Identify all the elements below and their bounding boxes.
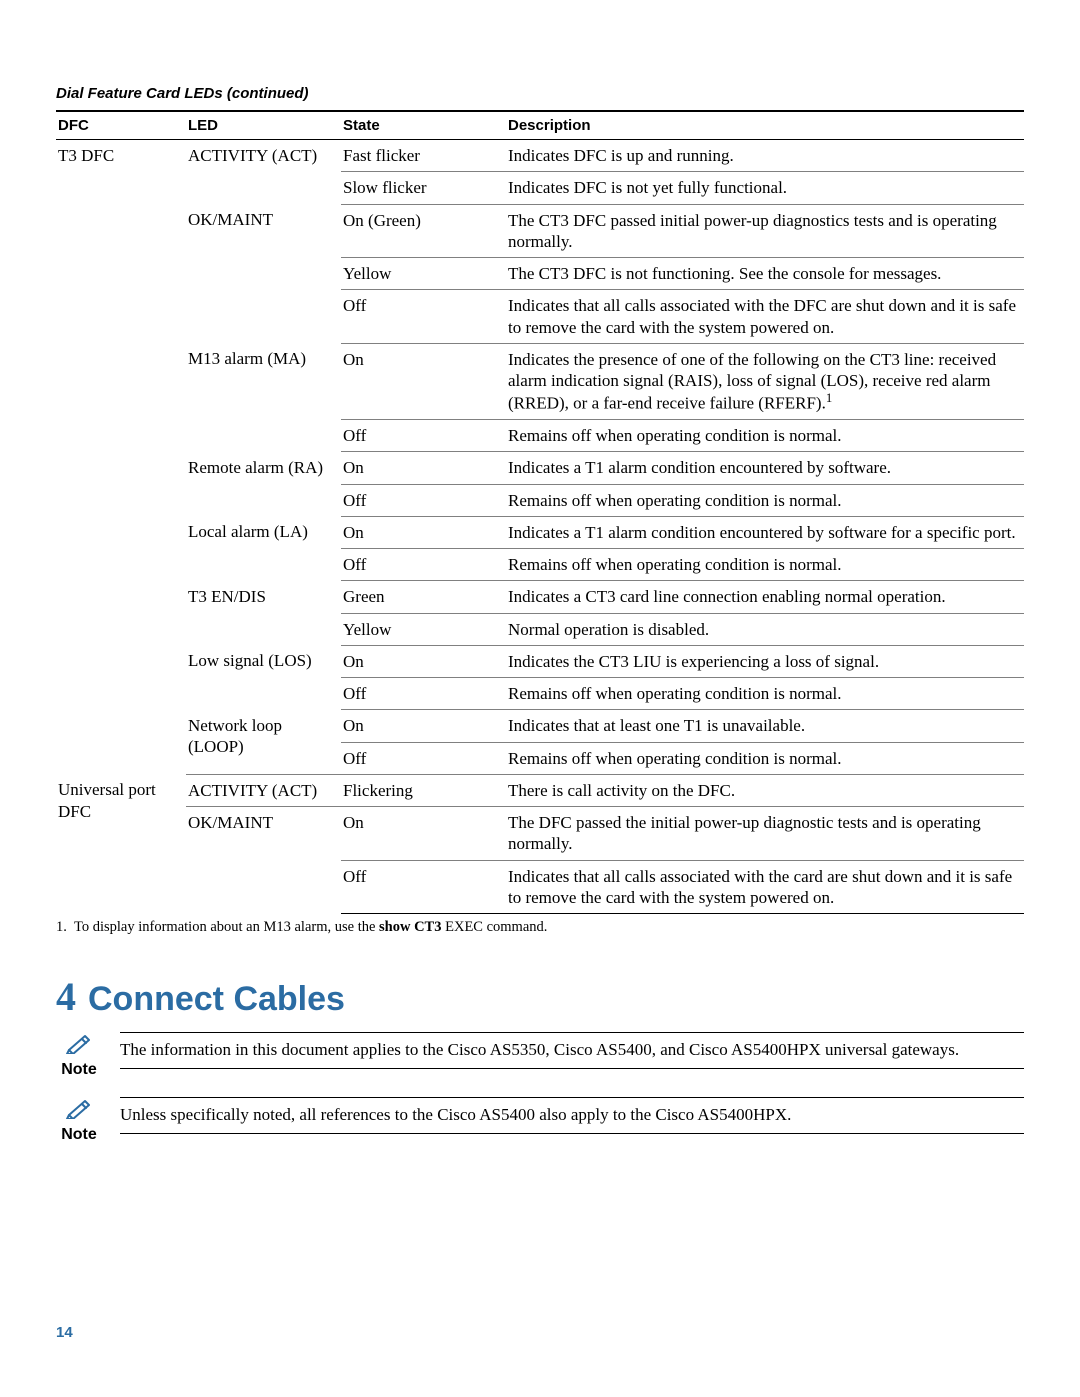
cell-desc: The CT3 DFC passed initial power-up diag… <box>506 204 1024 258</box>
note-label: Note <box>56 1126 102 1144</box>
cell-desc: Indicates DFC is up and running. <box>506 140 1024 172</box>
pencil-icon <box>65 1097 93 1124</box>
cell-desc: Remains off when operating condition is … <box>506 420 1024 452</box>
cell-state: Yellow <box>341 258 506 290</box>
cell-state: Off <box>341 484 506 516</box>
cell-state: Green <box>341 581 506 613</box>
cell-desc: Normal operation is disabled. <box>506 613 1024 645</box>
cell-desc: The DFC passed the initial power-up diag… <box>506 807 1024 861</box>
section-heading: 4 Connect Cables <box>56 973 1024 1020</box>
cell-desc: Remains off when operating condition is … <box>506 484 1024 516</box>
th-state: State <box>341 111 506 140</box>
cell-state: Flickering <box>341 774 506 806</box>
cell-led: ACTIVITY (ACT) <box>186 140 341 205</box>
cell-desc: Indicates a CT3 card line connection ena… <box>506 581 1024 613</box>
cell-desc: Indicates a T1 alarm condition encounter… <box>506 516 1024 548</box>
cell-dfc: T3 DFC <box>56 140 186 775</box>
note-label: Note <box>56 1061 102 1079</box>
cell-state: On <box>341 807 506 861</box>
cell-desc: There is call activity on the DFC. <box>506 774 1024 806</box>
cell-led: M13 alarm (MA) <box>186 343 341 452</box>
pencil-icon <box>65 1032 93 1059</box>
cell-desc: Indicates the CT3 LIU is experiencing a … <box>506 645 1024 677</box>
cell-state: Fast flicker <box>341 140 506 172</box>
cell-state: On <box>341 516 506 548</box>
table-caption: Dial Feature Card LEDs (continued) <box>56 85 1024 102</box>
cell-state: Off <box>341 860 506 914</box>
cell-desc: Remains off when operating condition is … <box>506 549 1024 581</box>
cell-state: Off <box>341 420 506 452</box>
cell-desc: Indicates a T1 alarm condition encounter… <box>506 452 1024 484</box>
cell-state: Off <box>341 742 506 774</box>
footnote-ref: 1 <box>826 391 832 405</box>
footnote-text-after: EXEC command. <box>441 919 547 935</box>
cell-dfc: Universal port DFC <box>56 774 186 913</box>
cell-led: ACTIVITY (ACT) <box>186 774 341 806</box>
th-dfc: DFC <box>56 111 186 140</box>
cell-state: Yellow <box>341 613 506 645</box>
cell-desc: The CT3 DFC is not functioning. See the … <box>506 258 1024 290</box>
note-text: Unless specifically noted, all reference… <box>120 1097 1024 1134</box>
table-footnote: 1.To display information about an M13 al… <box>56 918 1024 937</box>
note-text: The information in this document applies… <box>120 1032 1024 1069</box>
cell-led: Low signal (LOS) <box>186 645 341 710</box>
cell-led: Network loop (LOOP) <box>186 710 341 775</box>
cell-desc: Indicates that all calls associated with… <box>506 860 1024 914</box>
cell-desc: Remains off when operating condition is … <box>506 742 1024 774</box>
led-table: DFC LED State Description T3 DFC ACTIVIT… <box>56 110 1024 914</box>
th-led: LED <box>186 111 341 140</box>
section-number: 4 <box>56 974 76 1019</box>
footnote-text-before: To display information about an M13 alar… <box>74 919 379 935</box>
cell-led: Local alarm (LA) <box>186 516 341 581</box>
footnote-bold: show CT3 <box>379 919 441 935</box>
cell-led: Remote alarm (RA) <box>186 452 341 517</box>
cell-state: On <box>341 710 506 742</box>
th-description: Description <box>506 111 1024 140</box>
cell-desc: Remains off when operating condition is … <box>506 678 1024 710</box>
note-block: Note Unless specifically noted, all refe… <box>56 1097 1024 1144</box>
cell-state: On <box>341 343 506 419</box>
cell-state: Slow flicker <box>341 172 506 204</box>
section-title: Connect Cables <box>88 980 345 1018</box>
cell-state: Off <box>341 678 506 710</box>
cell-led: T3 EN/DIS <box>186 581 341 646</box>
cell-led: OK/MAINT <box>186 204 341 343</box>
footnote-number: 1. <box>56 918 74 937</box>
note-block: Note The information in this document ap… <box>56 1032 1024 1079</box>
cell-state: Off <box>341 290 506 344</box>
cell-desc: Indicates that at least one T1 is unavai… <box>506 710 1024 742</box>
cell-state: On <box>341 645 506 677</box>
cell-desc: Indicates that all calls associated with… <box>506 290 1024 344</box>
cell-state: On (Green) <box>341 204 506 258</box>
page-number: 14 <box>56 1324 73 1341</box>
cell-state: Off <box>341 549 506 581</box>
cell-desc: Indicates the presence of one of the fol… <box>506 343 1024 419</box>
cell-led: OK/MAINT <box>186 807 341 914</box>
cell-state: On <box>341 452 506 484</box>
cell-desc: Indicates DFC is not yet fully functiona… <box>506 172 1024 204</box>
